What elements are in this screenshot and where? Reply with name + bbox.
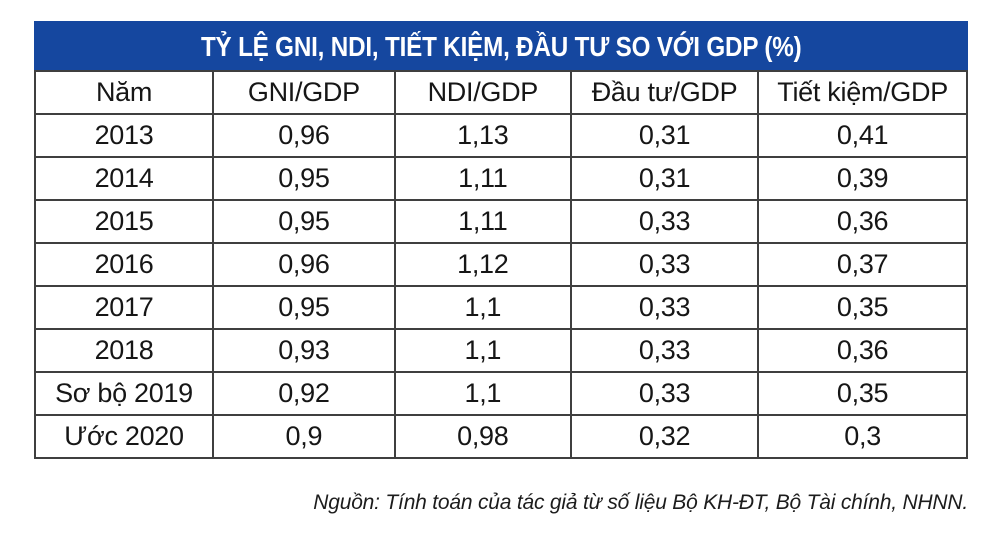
cell-ndi: 1,12 [393, 242, 572, 287]
cell-savings: 0,3 [757, 414, 968, 459]
column-header-ndi-gdp: NDI/GDP [393, 70, 572, 115]
cell-gni: 0,96 [212, 113, 396, 158]
column-header-savings-gdp: Tiết kiệm/GDP [757, 70, 968, 115]
cell-ndi: 1,13 [393, 113, 572, 158]
cell-gni: 0,95 [212, 285, 396, 330]
table-row: Sơ bộ 2019 0,92 1,1 0,33 0,35 [34, 371, 968, 416]
cell-investment: 0,33 [569, 242, 760, 287]
cell-investment: 0,33 [569, 371, 760, 416]
source-note: Nguồn: Tính toán của tác giả từ số liệu … [313, 491, 968, 514]
table-row: 2016 0,96 1,12 0,33 0,37 [34, 242, 968, 287]
cell-investment: 0,33 [569, 328, 760, 373]
cell-investment: 0,33 [569, 285, 760, 330]
table-row: 2017 0,95 1,1 0,33 0,35 [34, 285, 968, 330]
column-header-gni-gdp: GNI/GDP [212, 70, 396, 115]
cell-ndi: 1,1 [393, 285, 572, 330]
cell-ndi: 0,98 [393, 414, 572, 459]
table-title-bar: TỶ LỆ GNI, NDI, TIẾT KIỆM, ĐẦU TƯ SO VỚI… [34, 21, 968, 72]
cell-savings: 0,36 [757, 199, 968, 244]
cell-investment: 0,33 [569, 199, 760, 244]
table-row: 2013 0,96 1,13 0,31 0,41 [34, 113, 968, 158]
table-row: 2014 0,95 1,11 0,31 0,39 [34, 156, 968, 201]
cell-savings: 0,36 [757, 328, 968, 373]
cell-gni: 0,95 [212, 199, 396, 244]
table-row: Ước 2020 0,9 0,98 0,32 0,3 [34, 414, 968, 459]
gdp-ratio-table: TỶ LỆ GNI, NDI, TIẾT KIỆM, ĐẦU TƯ SO VỚI… [34, 21, 968, 459]
cell-savings: 0,39 [757, 156, 968, 201]
cell-gni: 0,93 [212, 328, 396, 373]
cell-gni: 0,92 [212, 371, 396, 416]
cell-year: 2017 [34, 285, 214, 330]
table-header-row: Năm GNI/GDP NDI/GDP Đầu tư/GDP Tiết kiệm… [34, 70, 968, 115]
cell-ndi: 1,11 [393, 199, 572, 244]
cell-gni: 0,95 [212, 156, 396, 201]
cell-gni: 0,96 [212, 242, 396, 287]
column-header-year: Năm [34, 70, 214, 115]
table-title: TỶ LỆ GNI, NDI, TIẾT KIỆM, ĐẦU TƯ SO VỚI… [200, 30, 802, 62]
cell-investment: 0,31 [569, 156, 760, 201]
cell-year: 2016 [34, 242, 214, 287]
cell-year: 2013 [34, 113, 214, 158]
cell-ndi: 1,1 [393, 328, 572, 373]
cell-year: Ước 2020 [34, 414, 214, 459]
cell-savings: 0,37 [757, 242, 968, 287]
cell-year: 2015 [34, 199, 214, 244]
cell-investment: 0,31 [569, 113, 760, 158]
cell-ndi: 1,1 [393, 371, 572, 416]
cell-investment: 0,32 [569, 414, 760, 459]
cell-savings: 0,35 [757, 371, 968, 416]
cell-year: Sơ bộ 2019 [34, 371, 214, 416]
cell-savings: 0,35 [757, 285, 968, 330]
table-title-row: TỶ LỆ GNI, NDI, TIẾT KIỆM, ĐẦU TƯ SO VỚI… [34, 21, 968, 72]
column-header-investment-gdp: Đầu tư/GDP [569, 70, 760, 115]
cell-gni: 0,9 [212, 414, 396, 459]
table-row: 2018 0,93 1,1 0,33 0,36 [34, 328, 968, 373]
cell-ndi: 1,11 [393, 156, 572, 201]
table-row: 2015 0,95 1,11 0,33 0,36 [34, 199, 968, 244]
cell-savings: 0,41 [757, 113, 968, 158]
cell-year: 2018 [34, 328, 214, 373]
cell-year: 2014 [34, 156, 214, 201]
